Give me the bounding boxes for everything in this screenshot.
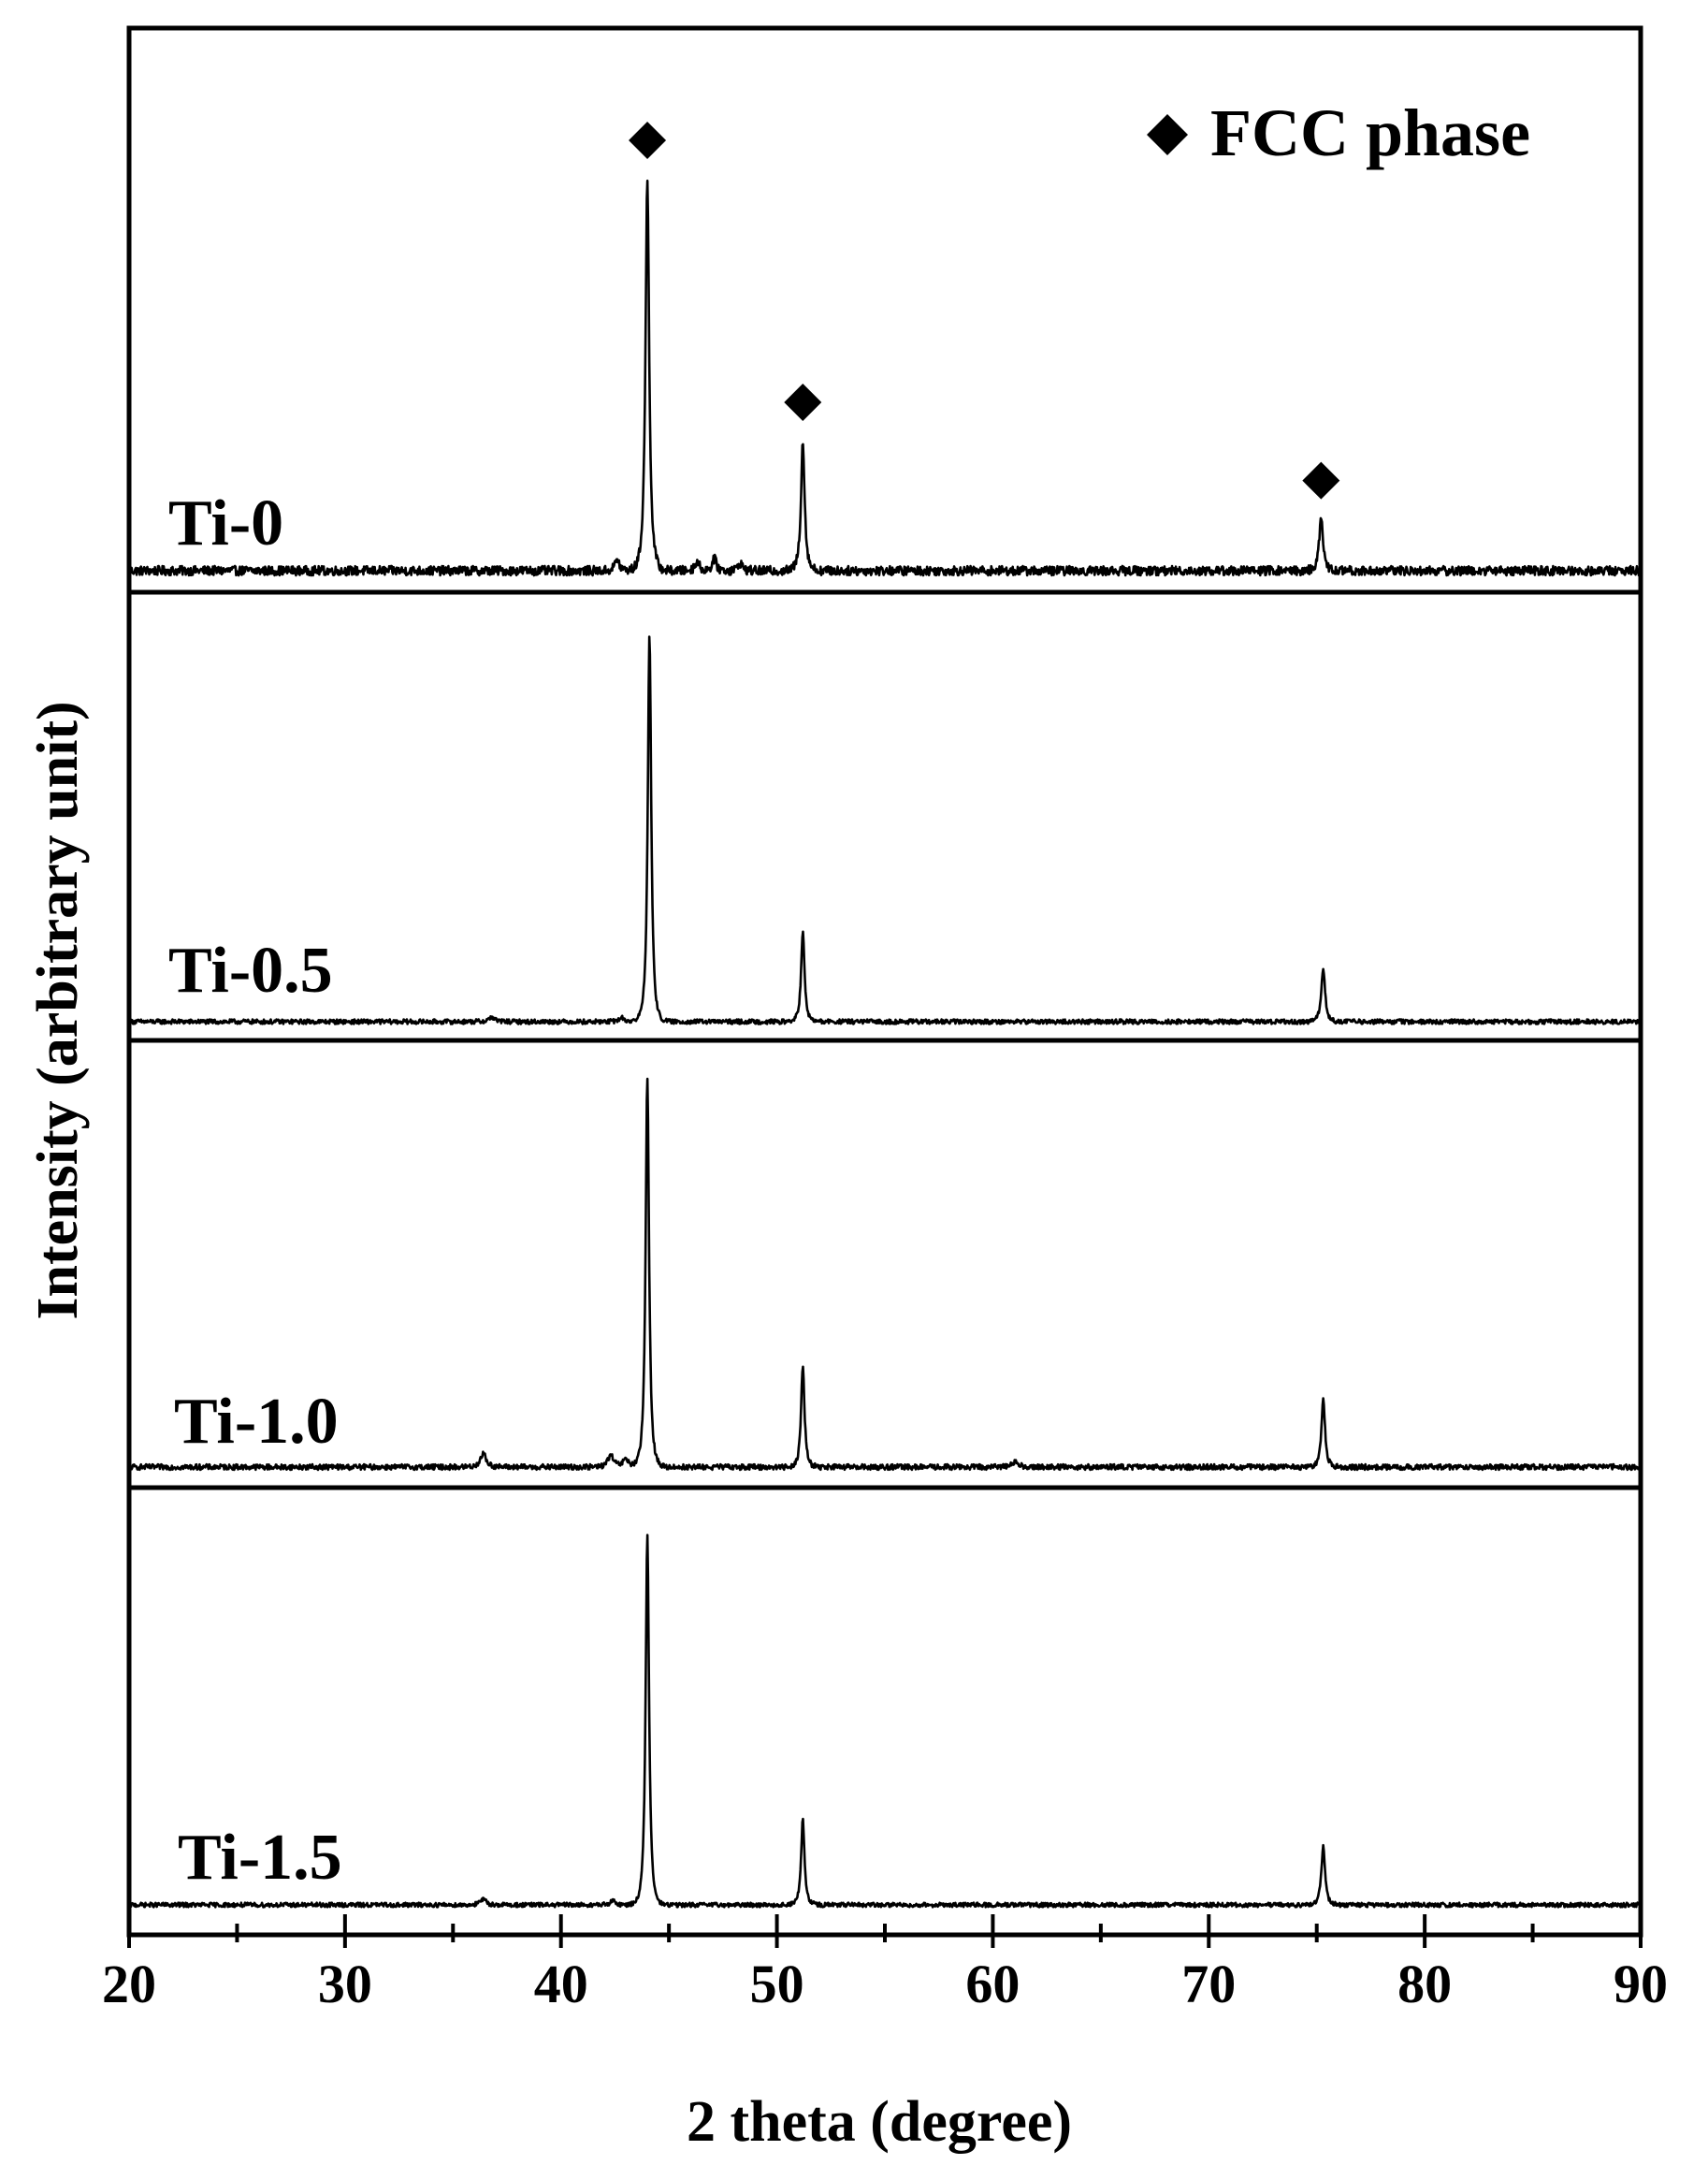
x-tick-label: 60 [965, 1954, 1020, 2014]
legend-label: FCC phase [1210, 95, 1530, 170]
x-tick-label: 90 [1614, 1954, 1668, 2014]
y-axis-label: Intensity (arbitrary unit) [26, 701, 90, 1319]
x-tick-label: 40 [534, 1954, 588, 2014]
x-tick-label: 50 [750, 1954, 804, 2014]
series-line-ti-0-5 [127, 635, 1642, 1025]
series-label: Ti-1.0 [174, 1386, 339, 1458]
series-label: Ti-1.5 [178, 1822, 342, 1894]
x-tick-label: 70 [1181, 1954, 1236, 2014]
diamond-icon [1302, 461, 1340, 500]
plot-frame [126, 25, 1643, 1938]
series-line-ti-1-0 [128, 1077, 1643, 1472]
x-tick-label: 80 [1397, 1954, 1452, 2014]
x-tick-label: 30 [318, 1954, 372, 2014]
series-line-ti-0 [127, 179, 1643, 577]
legend: FCC phase [1147, 95, 1530, 170]
series-label: Ti-0.5 [168, 935, 333, 1007]
x-axis: 20 30 40 50 60 70 80 90 [102, 1914, 1668, 2014]
x-axis-label: 2 theta (degree) [687, 2090, 1072, 2154]
peak-markers [629, 122, 1340, 500]
series-label: Ti-0 [168, 487, 283, 559]
diamond-icon [784, 384, 822, 422]
series-line-ti-1-5 [127, 1533, 1643, 1909]
x-tick-label: 20 [102, 1954, 156, 2014]
diamond-icon [629, 122, 667, 159]
legend-diamond-icon [1147, 114, 1188, 155]
series-lines: Ti-0 Ti-0.5 Ti-1.0 Ti-1.5 [127, 179, 1643, 1909]
plot-frames [126, 25, 1643, 1938]
